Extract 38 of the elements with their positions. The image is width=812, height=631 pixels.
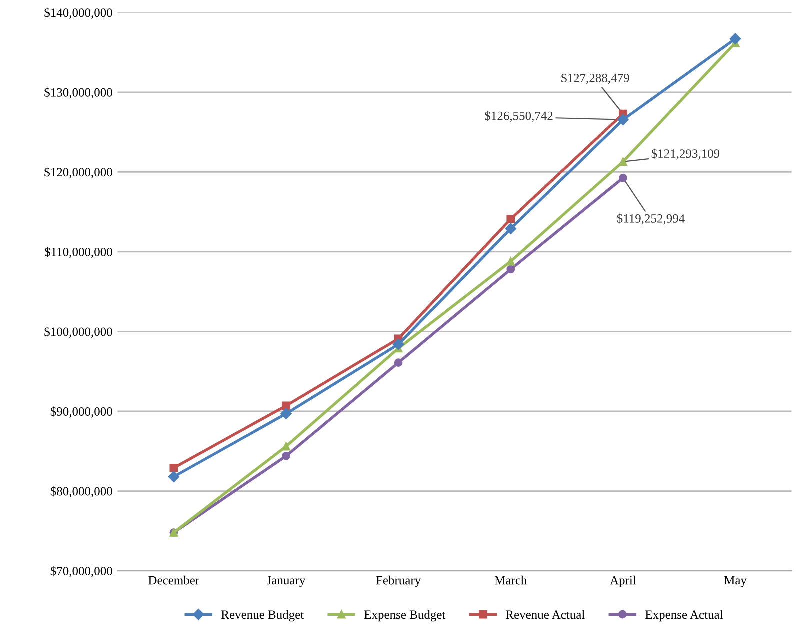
point xyxy=(730,33,742,45)
x-tick-label: February xyxy=(376,576,422,588)
data-label: $127,288,479 xyxy=(562,73,630,84)
x-tick-label: January xyxy=(267,576,306,588)
y-tick-label: $80,000,000 xyxy=(50,486,112,498)
legend-label: Expense Actual xyxy=(646,610,724,622)
point xyxy=(170,464,178,472)
x-tick-label: April xyxy=(610,576,636,588)
point xyxy=(506,215,516,224)
data-label: $121,293,109 xyxy=(652,148,720,160)
y-tick-label: $90,000,000 xyxy=(50,406,112,418)
point xyxy=(619,158,628,166)
y-tick-label: $70,000,000 xyxy=(50,566,112,578)
point xyxy=(280,408,292,420)
point xyxy=(394,358,403,368)
y-tick-label: $140,000,000 xyxy=(44,8,112,19)
x-tick-label: March xyxy=(494,576,528,585)
legend-label: Expense Budget xyxy=(364,610,446,622)
point xyxy=(506,257,516,266)
legend-label: Revenue Budget xyxy=(222,610,304,622)
point xyxy=(282,442,290,451)
y-tick-label: $110,000,000 xyxy=(45,247,112,258)
y-tick-label: $130,000,000 xyxy=(44,88,112,99)
point xyxy=(392,338,404,350)
y-tick-label: $100,000,000 xyxy=(44,327,112,338)
point xyxy=(506,265,516,274)
y-tick-label: $120,000,000 xyxy=(44,167,112,178)
point xyxy=(505,223,516,234)
point xyxy=(619,174,628,182)
x-tick-label: May xyxy=(724,576,747,588)
point xyxy=(618,114,629,126)
data-label: $126,550,742 xyxy=(485,111,553,122)
point xyxy=(282,402,290,410)
data-label: $119,252,994 xyxy=(617,214,685,225)
point xyxy=(282,452,290,460)
point xyxy=(168,471,180,483)
x-tick-label: December xyxy=(148,576,200,585)
legend-label: Revenue Actual xyxy=(506,610,585,620)
